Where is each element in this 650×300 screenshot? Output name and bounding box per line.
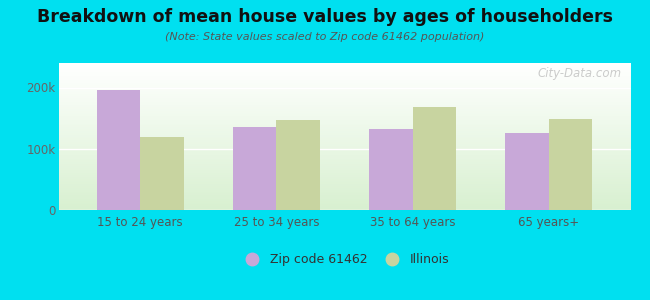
Bar [549,119,592,210]
Bar [58,195,630,197]
Bar [58,91,630,92]
Text: Breakdown of mean house values by ages of householders: Breakdown of mean house values by ages o… [37,8,613,26]
Bar [58,181,630,182]
Bar [233,127,276,210]
Bar [58,186,630,188]
Bar [58,194,630,195]
Bar [58,74,630,76]
Bar [58,92,630,94]
Bar [58,111,630,112]
Bar [58,122,630,124]
Bar [58,72,630,74]
Bar [58,94,630,96]
Bar [58,83,630,85]
Bar [58,125,630,127]
Bar [58,67,630,68]
Bar [58,153,630,155]
Bar [505,133,549,210]
Bar [58,96,630,98]
Bar [58,115,630,116]
Bar [58,146,630,148]
Bar [58,169,630,171]
Bar [58,182,630,184]
Bar [58,140,630,142]
Bar [58,138,630,140]
Bar [58,173,630,175]
Bar [58,151,630,153]
Bar [58,85,630,87]
Bar [58,120,630,122]
Bar [140,136,184,210]
Bar [58,184,630,186]
Bar [58,109,630,111]
Bar [58,107,630,109]
Bar [58,149,630,151]
Bar [58,131,630,133]
Bar [58,199,630,201]
Bar [58,177,630,179]
Bar [58,158,630,160]
Bar [58,127,630,129]
Bar [276,120,320,210]
Bar [58,129,630,131]
Bar [58,166,630,168]
Bar [58,205,630,206]
Bar [58,162,630,164]
Bar [58,203,630,205]
Bar [58,179,630,181]
Bar [58,98,630,100]
Bar [58,175,630,177]
Bar [58,155,630,157]
Bar [58,144,630,146]
Bar [58,68,630,70]
Bar [58,197,630,199]
Bar [58,188,630,190]
Bar [58,142,630,144]
Bar [58,164,630,166]
Text: City-Data.com: City-Data.com [538,68,622,80]
Bar [58,168,630,169]
Bar [58,190,630,192]
Bar [58,78,630,80]
Bar [58,65,630,67]
Bar [58,133,630,135]
Bar [58,124,630,125]
Bar [58,160,630,162]
Bar [58,76,630,78]
Bar [58,105,630,107]
Bar [58,206,630,208]
Bar [58,118,630,120]
Bar [58,192,630,194]
Bar [58,63,630,65]
Bar [58,157,630,158]
Bar [58,103,630,105]
Bar [369,128,413,210]
Bar [58,136,630,138]
Bar [58,89,630,91]
Bar [58,112,630,114]
Bar [58,135,630,137]
Bar [58,81,630,83]
Bar [58,102,630,103]
Bar [58,80,630,81]
Legend: Zip code 61462, Illinois: Zip code 61462, Illinois [235,248,454,272]
Text: (Note: State values scaled to Zip code 61462 population): (Note: State values scaled to Zip code 6… [165,32,485,41]
Bar [58,70,630,72]
Bar [97,90,140,210]
Bar [58,100,630,102]
Bar [58,208,630,210]
Bar [58,87,630,89]
Bar [58,116,630,118]
Bar [58,171,630,173]
Bar [413,107,456,210]
Bar [58,148,630,149]
Bar [58,201,630,203]
